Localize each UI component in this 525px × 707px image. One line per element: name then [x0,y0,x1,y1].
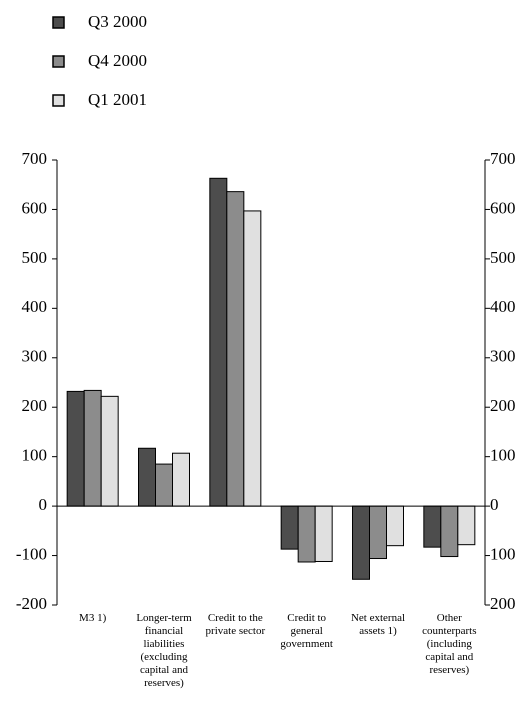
bar [155,463,173,507]
y2-tick-label: 200 [490,396,516,415]
bar [314,505,333,562]
bar [280,505,299,550]
bar [386,505,404,547]
y-tick-label: -100 [16,544,47,563]
y2-tick-label: 100 [490,544,516,563]
x-tick-label: Longer-term financial liabilities (exclu… [136,612,192,689]
bar [369,505,387,560]
y-tick-label: 300 [22,347,48,366]
y-tick-label: 600 [22,198,48,217]
bar [352,505,370,580]
bar [66,390,85,507]
bar [243,210,262,507]
y-tick-label: 100 [22,446,48,465]
y2-tick-label: 300 [490,347,516,366]
legend-label: Q3 2000 [88,12,147,31]
y-tick-label: 400 [22,297,48,316]
y2-tick-label: 400 [490,297,516,316]
y2-tick-label: 500 [490,248,516,267]
y-tick-label: 200 [22,396,48,415]
bar [100,395,119,507]
y2-tick-label: 600 [490,198,516,217]
y2-tick-label: 100 [490,446,516,465]
y-tick-label: 700 [22,149,48,168]
legend-swatch [52,16,65,29]
y2-tick-label: 700 [490,149,516,168]
y2-tick-label: 0 [490,495,499,514]
y-tick-label: 0 [39,495,48,514]
bar [83,389,102,507]
x-tick-label: Other counterparts (including capital an… [422,612,477,676]
legend-swatch [52,55,65,68]
legend-label: Q1 2001 [88,90,147,109]
x-tick-label: M3 1) [79,612,107,624]
bar [209,177,228,507]
bar [172,452,190,507]
bar [440,505,459,558]
y2-tick-label: 200 [490,594,516,613]
x-tick-label: Net external assets 1) [350,612,406,637]
bar [297,505,316,563]
legend-swatch [52,94,65,107]
y-tick-label: -200 [16,594,47,613]
bar [226,191,245,507]
x-tick-label: Credit to general government [280,612,333,650]
bar [423,505,442,548]
bar [457,505,476,546]
legend-label: Q4 2000 [88,51,147,70]
bar [138,447,156,507]
y-tick-label: 500 [22,248,48,267]
x-tick-label: Credit to the private sector [205,612,266,637]
